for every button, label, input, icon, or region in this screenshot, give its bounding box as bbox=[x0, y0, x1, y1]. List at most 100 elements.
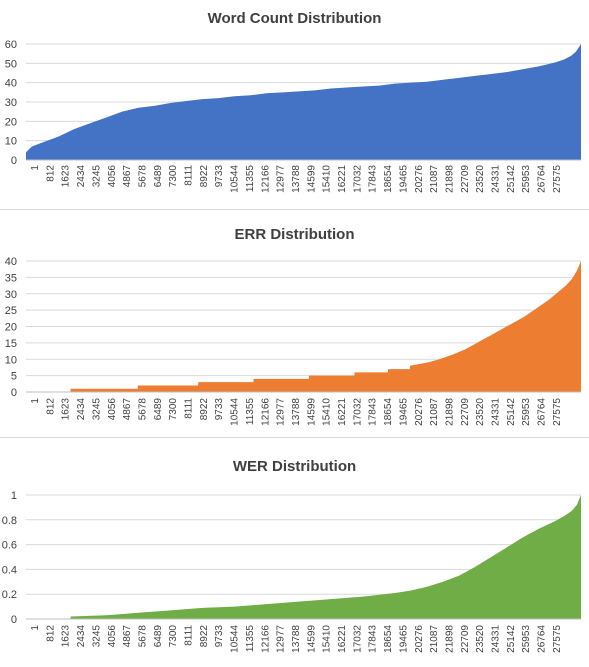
wer-x-tick-label: 812 bbox=[45, 625, 56, 642]
wer-x-tick-label: 4056 bbox=[107, 625, 118, 648]
word-count-y-tick-label: 10 bbox=[5, 136, 17, 148]
err-x-tick-label: 5678 bbox=[137, 398, 148, 421]
err-x-tick-label: 8111 bbox=[184, 398, 195, 419]
err-x-tick-label: 10544 bbox=[230, 398, 241, 426]
err-x-tick-label: 7300 bbox=[168, 398, 179, 421]
err-x-tick-label: 12166 bbox=[260, 398, 271, 426]
word-count-area-series bbox=[26, 44, 581, 160]
word-count-x-tick-label: 2434 bbox=[76, 165, 87, 188]
wer-x-tick-label: 18654 bbox=[383, 625, 394, 653]
err-x-tick-label: 19465 bbox=[398, 398, 409, 426]
err-y-tick-label: 40 bbox=[5, 256, 17, 268]
err-x-tick-label: 21087 bbox=[429, 398, 440, 426]
word-count-x-tick-label: 4056 bbox=[107, 165, 118, 188]
err-x-tick-label: 25953 bbox=[521, 398, 532, 426]
chart-divider bbox=[0, 209, 589, 210]
err-y-tick-label: 10 bbox=[5, 354, 17, 366]
wer-y-tick-label: 0.8 bbox=[2, 515, 17, 527]
err-y-tick-label: 15 bbox=[5, 338, 17, 350]
word-count-x-tick-label: 25142 bbox=[506, 165, 517, 193]
err-chart-svg: ERR Distribution 0 5 10 15 20 25 30 35 40 1 812 1623… bbox=[5, 226, 581, 426]
word-count-x-tick-label: 23520 bbox=[475, 165, 486, 193]
err-x-tick-label: 15410 bbox=[322, 398, 333, 426]
err-x-tick-label: 11355 bbox=[245, 398, 256, 426]
wer-x-tick-label: 23520 bbox=[475, 625, 486, 653]
word-count-x-tick-label: 1623 bbox=[61, 165, 72, 188]
wer-area-series bbox=[26, 495, 581, 619]
err-y-tick-label: 25 bbox=[5, 305, 17, 317]
err-x-tick-label: 13788 bbox=[291, 398, 302, 426]
word-count-x-tick-label: 4867 bbox=[122, 165, 133, 188]
word-count-x-tick-label: 6489 bbox=[153, 165, 164, 188]
wer-chart-svg: WER Distribution 0 0.2 0.4 0.6 0.8 1 1 812 1623 24… bbox=[2, 458, 581, 653]
word-count-x-tick-label: 8111 bbox=[184, 165, 195, 186]
err-x-tick-label: 22709 bbox=[460, 398, 471, 426]
wer-y-tick-label: 1 bbox=[11, 490, 17, 502]
wer-x-tick-label: 8922 bbox=[199, 625, 210, 648]
err-x-tick-label: 25142 bbox=[506, 398, 517, 426]
wer-x-tick-label: 3245 bbox=[91, 625, 102, 648]
word-count-x-tick-label: 26764 bbox=[537, 165, 548, 193]
word-count-x-tick-label: 12977 bbox=[276, 165, 287, 193]
wer-chart: WER Distribution 0 0.2 0.4 0.6 0.8 1 1 812 1623 24… bbox=[0, 440, 589, 667]
wer-x-tick-label: 10544 bbox=[230, 625, 241, 653]
wer-chart-title: WER Distribution bbox=[233, 458, 356, 475]
word-count-x-tick-label: 27575 bbox=[552, 165, 563, 193]
word-count-x-tick-label: 20276 bbox=[414, 165, 425, 193]
err-x-tick-label: 4056 bbox=[107, 398, 118, 421]
word-count-x-tick-label: 17843 bbox=[368, 165, 379, 193]
wer-x-tick-label: 21087 bbox=[429, 625, 440, 653]
wer-x-tick-label: 1623 bbox=[61, 625, 72, 648]
err-area-series bbox=[26, 261, 581, 392]
wer-x-tick-label: 25953 bbox=[521, 625, 532, 653]
wer-y-tick-label: 0.6 bbox=[2, 540, 17, 552]
wer-x-tick-label: 13788 bbox=[291, 625, 302, 653]
wer-x-tick-label: 2434 bbox=[76, 625, 87, 648]
err-x-tick-label: 14599 bbox=[306, 398, 317, 426]
err-x-tick-label: 3245 bbox=[91, 398, 102, 421]
err-x-tick-label: 6489 bbox=[153, 398, 164, 421]
err-x-tick-label: 17032 bbox=[352, 398, 363, 426]
word-count-x-tick-label: 25953 bbox=[521, 165, 532, 193]
wer-x-tick-label: 12977 bbox=[276, 625, 287, 653]
err-x-tick-label: 2434 bbox=[76, 398, 87, 421]
wer-x-tick-label: 15410 bbox=[322, 625, 333, 653]
word-count-x-tick-label: 18654 bbox=[383, 165, 394, 193]
wer-y-tick-label: 0.2 bbox=[2, 589, 17, 601]
err-x-tick-label: 12977 bbox=[276, 398, 287, 426]
err-x-tick-label: 16221 bbox=[337, 398, 348, 426]
wer-x-tick-label: 24331 bbox=[491, 625, 502, 653]
word-count-chart-title: Word Count Distribution bbox=[208, 10, 382, 27]
word-count-x-tick-label: 12166 bbox=[260, 165, 271, 193]
word-count-x-tick-label: 5678 bbox=[137, 165, 148, 188]
err-x-tick-label: 9733 bbox=[214, 398, 225, 421]
word-count-x-tick-label: 21087 bbox=[429, 165, 440, 193]
wer-x-tick-label: 17843 bbox=[368, 625, 379, 653]
err-chart-title: ERR Distribution bbox=[235, 226, 355, 243]
word-count-chart-svg: Word Count Distribution 0 10 20 30 40 50 60 1 812… bbox=[5, 10, 581, 193]
err-x-tick-label: 812 bbox=[45, 398, 56, 415]
word-count-x-tick-label: 812 bbox=[45, 165, 56, 182]
err-y-tick-label: 35 bbox=[5, 272, 17, 284]
err-x-tick-label: 4867 bbox=[122, 398, 133, 421]
wer-x-tick-label: 6489 bbox=[153, 625, 164, 648]
chart-divider bbox=[0, 437, 589, 438]
word-count-x-tick-label: 10544 bbox=[230, 165, 241, 193]
err-x-tick-label: 18654 bbox=[383, 398, 394, 426]
word-count-chart: Word Count Distribution 0 10 20 30 40 50 60 1 812… bbox=[0, 0, 589, 208]
err-x-tick-label: 23520 bbox=[475, 398, 486, 426]
err-y-tick-label: 20 bbox=[5, 322, 17, 334]
wer-y-tick-label: 0.4 bbox=[2, 564, 17, 576]
word-count-x-tick-label: 16221 bbox=[337, 165, 348, 193]
wer-x-tick-label: 19465 bbox=[398, 625, 409, 653]
err-x-tick-label: 1 bbox=[30, 398, 41, 404]
err-y-tick-label: 30 bbox=[5, 289, 17, 301]
word-count-x-tick-label: 7300 bbox=[168, 165, 179, 188]
word-count-x-tick-label: 13788 bbox=[291, 165, 302, 193]
wer-x-tick-label: 26764 bbox=[537, 625, 548, 653]
wer-y-tick-label: 0 bbox=[11, 614, 17, 626]
err-x-tick-label: 27575 bbox=[552, 398, 563, 426]
word-count-y-tick-label: 0 bbox=[11, 155, 17, 167]
wer-x-tick-label: 5678 bbox=[137, 625, 148, 648]
word-count-y-tick-label: 20 bbox=[5, 116, 17, 128]
